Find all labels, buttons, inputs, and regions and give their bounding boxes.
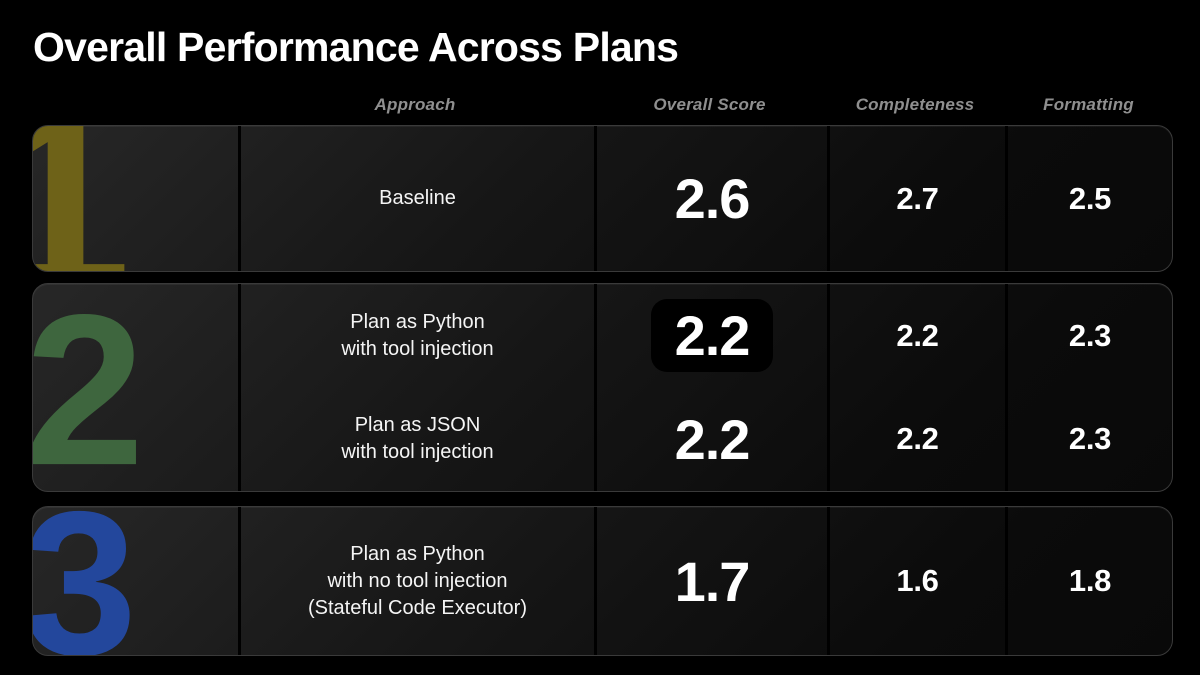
plan-group-3-card: 3 Plan as Python with no tool injection … — [32, 506, 1173, 656]
plan-3-number: 3 — [33, 507, 138, 655]
plan-2-number-cell: 2 — [33, 284, 238, 491]
overall-score-value: 2.2 — [674, 407, 751, 471]
plan-3-number-cell: 3 — [33, 507, 238, 655]
formatting-value: 2.5 — [1068, 180, 1112, 216]
formatting-value: 1.8 — [1068, 563, 1112, 598]
column-header-approach: Approach — [374, 95, 456, 114]
plan-3-completeness-cell: 1.6 — [827, 507, 1005, 655]
plan-1-formatting-cell: 2.5 — [1005, 126, 1172, 271]
approach-label: Plan as Python with no tool injection (S… — [308, 542, 527, 619]
completeness-value: 2.2 — [896, 317, 939, 353]
approach-label: Plan as JSON with tool injection — [341, 414, 494, 464]
plan-2-number: 2 — [33, 284, 145, 491]
approach-label: Plan as Python with tool injection — [341, 310, 494, 360]
overall-score-value: 2.6 — [674, 167, 751, 230]
plan-1-number: 1 — [33, 126, 132, 271]
score-highlight-badge: 2.2 — [650, 299, 774, 373]
plan-2-formatting-cell: 2.3 2.3 — [1005, 284, 1172, 491]
page-title: Overall Performance Across Plans — [33, 24, 679, 70]
plan-2-approach-cell: Plan as Python with tool injection Plan … — [238, 284, 594, 491]
plan-1-number-cell: 1 — [33, 126, 238, 271]
plan-2-completeness-cell: 2.2 2.2 — [827, 284, 1005, 491]
plan-3-formatting-cell: 1.8 — [1005, 507, 1172, 655]
plan-group-2-card: 2 Plan as Python with tool injection Pla… — [32, 283, 1173, 492]
plan-2-overall-cell: 2.2 2.2 — [594, 284, 827, 491]
plan-1-completeness-cell: 2.7 — [827, 126, 1005, 271]
formatting-value: 2.3 — [1068, 421, 1112, 457]
plan-3-approach-cell: Plan as Python with no tool injection (S… — [238, 507, 594, 655]
approach-label: Baseline — [379, 187, 456, 209]
plan-1-approach-cell: Baseline — [238, 126, 594, 271]
column-header-overall-score: Overall Score — [653, 95, 766, 114]
completeness-value: 2.2 — [896, 421, 939, 457]
plan-group-1-card: 1 Baseline 2.6 2.7 2.5 — [32, 125, 1173, 272]
completeness-value: 1.6 — [896, 563, 939, 598]
overall-score-value: 2.2 — [674, 304, 751, 368]
column-header-formatting: Formatting — [1043, 95, 1134, 114]
formatting-value: 2.3 — [1068, 317, 1112, 353]
plan-1-overall-cell: 2.6 — [594, 126, 827, 271]
overall-score-value: 1.7 — [674, 549, 751, 613]
plan-3-overall-cell: 1.7 — [594, 507, 827, 655]
completeness-value: 2.7 — [896, 180, 939, 216]
column-header-completeness: Completeness — [855, 95, 975, 114]
